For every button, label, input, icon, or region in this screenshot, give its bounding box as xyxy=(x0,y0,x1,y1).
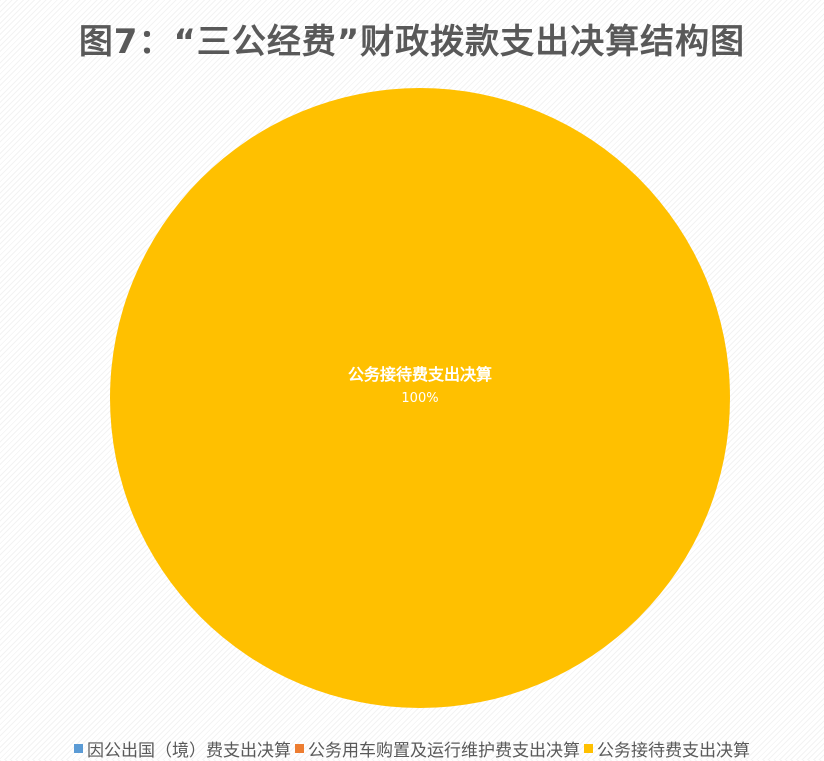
data-label-value: 100% xyxy=(401,391,438,406)
legend-label: 公务用车购置及运行维护费支出决算 xyxy=(308,741,580,761)
legend-label: 因公出国（境）费支出决算 xyxy=(87,741,291,761)
legend-swatch xyxy=(584,744,593,753)
chart-title: 图7：“三公经费”财政拨款支出决算结构图 xyxy=(78,22,746,62)
pie-slice xyxy=(110,88,730,708)
legend: 因公出国（境）费支出决算 公务用车购置及运行维护费支出决算 公务接待费支出决算 xyxy=(0,736,824,761)
legend-item: 公务接待费支出决算 xyxy=(584,736,750,761)
data-label-category: 公务接待费支出决算 xyxy=(348,365,492,384)
legend-item: 因公出国（境）费支出决算 xyxy=(74,736,291,761)
legend-item: 公务用车购置及运行维护费支出决算 xyxy=(295,736,580,761)
legend-swatch xyxy=(295,744,304,753)
legend-swatch xyxy=(74,744,83,753)
legend-label: 公务接待费支出决算 xyxy=(597,741,750,761)
